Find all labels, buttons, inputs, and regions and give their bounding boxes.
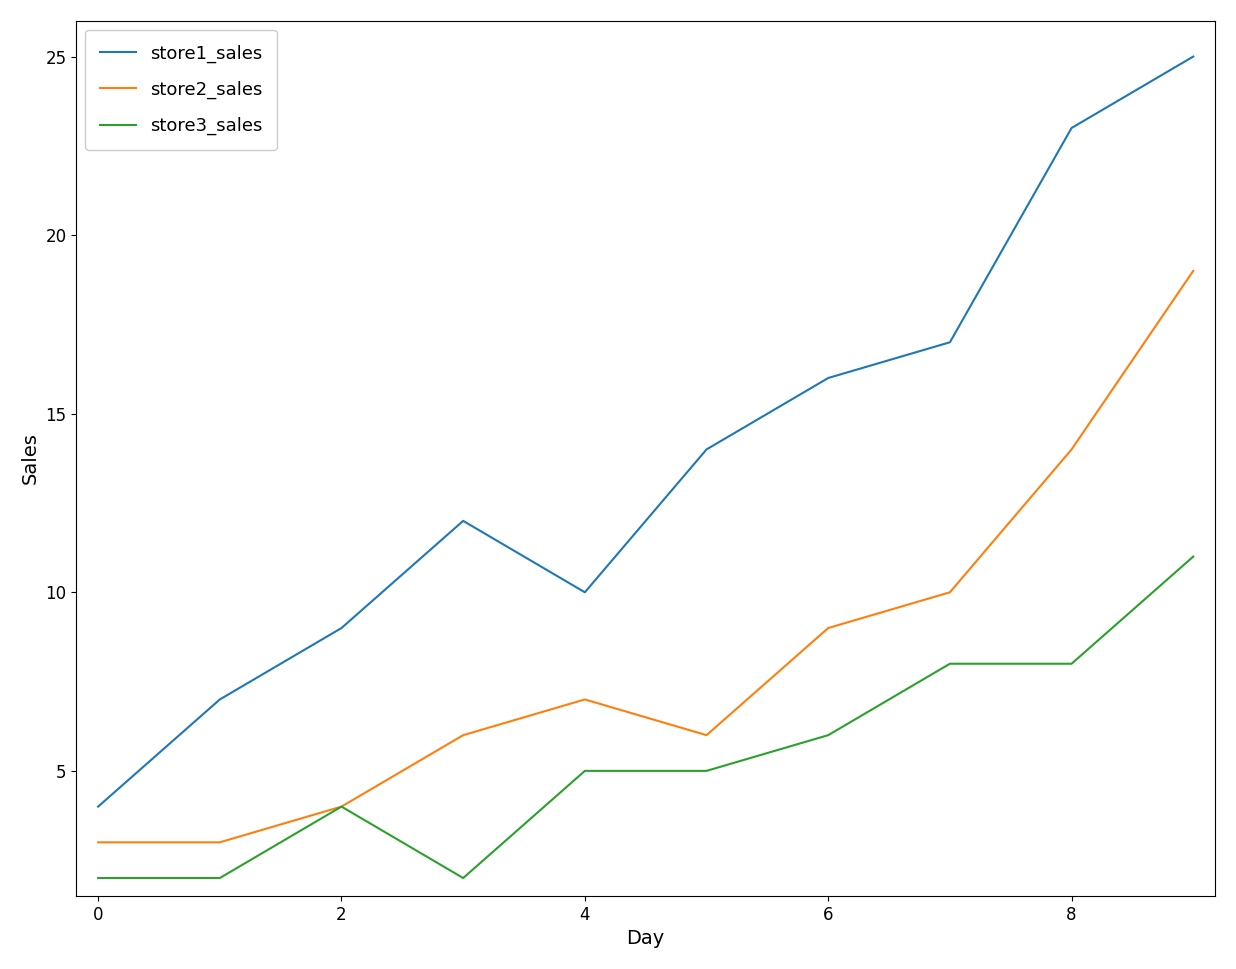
store2_sales [821,622,836,634]
store1_sales [700,444,714,455]
store3_sales [1064,658,1079,670]
store2_sales [334,800,349,812]
store1_sales [943,336,958,348]
store2_sales [577,694,592,705]
store3_sales [577,766,592,777]
store3_sales [821,730,836,741]
store1_sales [821,372,836,384]
store1_sales [213,694,227,705]
store1_sales [577,586,592,598]
X-axis label: Day: Day [627,929,665,949]
store1_sales [334,622,349,634]
store3_sales [213,872,227,884]
store1_sales [1185,50,1200,62]
Y-axis label: Sales: Sales [21,432,40,484]
store2_sales [943,586,958,598]
store2_sales [1064,444,1079,455]
store1_sales [456,516,471,527]
store3_sales [90,872,105,884]
store2_sales [1185,266,1200,277]
Line: store1_sales: store1_sales [98,56,1193,806]
store1_sales [1064,122,1079,134]
Line: store3_sales: store3_sales [98,556,1193,878]
store2_sales [90,836,105,848]
store3_sales [334,800,349,812]
store3_sales [456,872,471,884]
store1_sales [90,800,105,812]
store2_sales [456,730,471,741]
Line: store2_sales: store2_sales [98,271,1193,842]
store3_sales [1185,550,1200,562]
store2_sales [700,730,714,741]
store3_sales [700,766,714,777]
Legend: store1_sales, store2_sales, store3_sales: store1_sales, store2_sales, store3_sales [85,30,277,149]
store3_sales [943,658,958,670]
store2_sales [213,836,227,848]
